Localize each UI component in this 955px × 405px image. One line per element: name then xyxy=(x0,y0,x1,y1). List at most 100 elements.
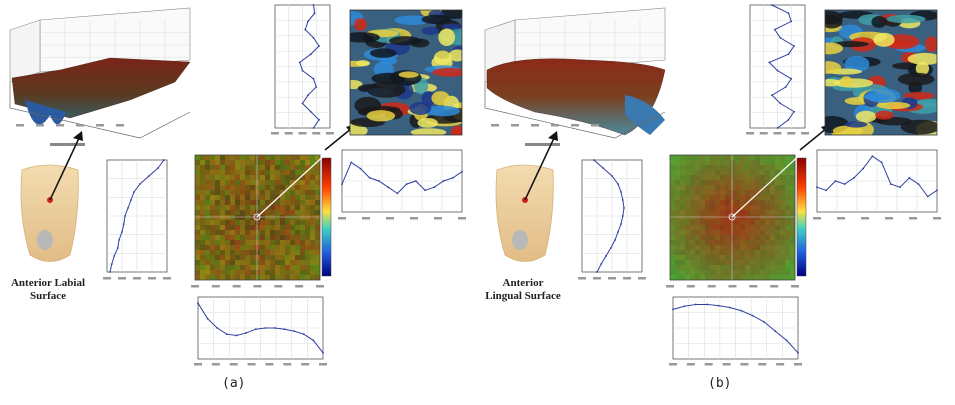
heatmap-cell xyxy=(270,270,275,275)
heatmap-cell xyxy=(725,195,730,200)
heatmap-cell xyxy=(200,185,205,190)
heatmap-cell xyxy=(265,240,270,245)
heatmap-cell xyxy=(790,265,795,270)
heatmap-cell xyxy=(760,270,765,275)
texture-blob xyxy=(394,15,431,25)
heatmap-cell xyxy=(220,265,225,270)
heatmap-cell xyxy=(235,210,240,215)
heatmap-cell xyxy=(235,155,240,160)
heatmap-cell xyxy=(305,205,310,210)
heatmap-cell xyxy=(740,230,745,235)
tick-text-smudge xyxy=(813,217,821,220)
heatmap-cell xyxy=(755,255,760,260)
heatmap-cell xyxy=(785,225,790,230)
heatmap-cell xyxy=(195,240,200,245)
heatmap-cell xyxy=(740,255,745,260)
heatmap-cell xyxy=(705,220,710,225)
heatmap-cell xyxy=(745,180,750,185)
heatmap-cell xyxy=(195,225,200,230)
heatmap-cell xyxy=(255,185,260,190)
heatmap-cell xyxy=(280,210,285,215)
heatmap-cell xyxy=(305,230,310,235)
heatmap-cell xyxy=(195,210,200,215)
heatmap-cell xyxy=(790,245,795,250)
heatmap-cell xyxy=(790,220,795,225)
profile-point xyxy=(307,20,309,23)
heatmap-cell xyxy=(725,215,730,220)
heatmap-cell xyxy=(750,170,755,175)
heatmap-cell xyxy=(755,190,760,195)
heatmap-cell xyxy=(675,250,680,255)
tick-text-smudge xyxy=(623,277,631,280)
heatmap-cell xyxy=(675,170,680,175)
heatmap-cell xyxy=(675,245,680,250)
heatmap-cell xyxy=(285,220,290,225)
texture-image xyxy=(350,10,462,135)
heatmap-cell xyxy=(295,170,300,175)
heatmap-cell xyxy=(300,205,305,210)
heatmap-cell xyxy=(695,215,700,220)
tick-text-smudge xyxy=(770,285,779,288)
heatmap-cell xyxy=(775,235,780,240)
heatmap-cell xyxy=(775,265,780,270)
heatmap-cell xyxy=(240,165,245,170)
heatmap-cell xyxy=(295,275,300,280)
heatmap-cell xyxy=(760,260,765,265)
heatmap-cell xyxy=(705,200,710,205)
tick-text-smudge xyxy=(885,217,893,220)
heatmap-cell xyxy=(240,160,245,165)
heatmap-cell xyxy=(210,250,215,255)
texture-blob xyxy=(855,110,877,123)
tick-text-smudge xyxy=(103,277,111,280)
heatmap-cell xyxy=(730,210,735,215)
tick-text-smudge xyxy=(16,124,24,127)
heatmap-cell xyxy=(675,270,680,275)
profile-point xyxy=(771,4,773,6)
heatmap-cell xyxy=(705,195,710,200)
heatmap-cell xyxy=(270,190,275,195)
heatmap-cell xyxy=(235,185,240,190)
heatmap-cell xyxy=(770,180,775,185)
heatmap-cell xyxy=(710,235,715,240)
heatmap-cell xyxy=(700,210,705,215)
heatmap-cell xyxy=(210,155,215,160)
profile-point xyxy=(433,186,436,189)
heatmap-cell xyxy=(685,200,690,205)
heatmap-cell xyxy=(220,235,225,240)
heatmap-cell xyxy=(200,215,205,220)
heatmap-cell xyxy=(785,250,790,255)
heatmap-cell xyxy=(215,250,220,255)
heatmap-cell xyxy=(690,240,695,245)
heatmap-cell xyxy=(310,250,315,255)
texture-blob xyxy=(441,23,462,30)
profile-point xyxy=(414,180,417,182)
profile-point xyxy=(283,328,286,331)
heatmap-cell xyxy=(255,200,260,205)
heatmap-cell xyxy=(290,170,295,175)
heatmap-cell xyxy=(205,215,210,220)
heatmap-cell xyxy=(235,200,240,205)
heatmap-cell xyxy=(310,260,315,265)
heatmap-cell xyxy=(710,205,715,210)
heatmap-cell xyxy=(280,275,285,280)
heatmap-cell xyxy=(195,230,200,235)
heatmap-cell xyxy=(760,225,765,230)
heatmap-cell xyxy=(695,210,700,215)
heatmap-cell xyxy=(695,160,700,165)
heatmap-cell xyxy=(210,160,215,165)
heatmap-cell xyxy=(220,225,225,230)
heatmap-cell xyxy=(670,270,675,275)
heatmap-cell xyxy=(685,225,690,230)
heatmap-cell xyxy=(290,235,295,240)
heatmap-cell xyxy=(250,220,255,225)
heatmap-cell xyxy=(750,225,755,230)
heatmap-cell xyxy=(720,205,725,210)
tick-text-smudge xyxy=(758,363,767,366)
heatmap-cell xyxy=(715,260,720,265)
heatmap-cell xyxy=(690,215,695,220)
heatmap-cell xyxy=(700,220,705,225)
arrow-head xyxy=(548,131,558,141)
profile-point xyxy=(302,333,305,336)
heatmap-cell xyxy=(735,235,740,240)
tick-text-smudge xyxy=(283,363,292,366)
